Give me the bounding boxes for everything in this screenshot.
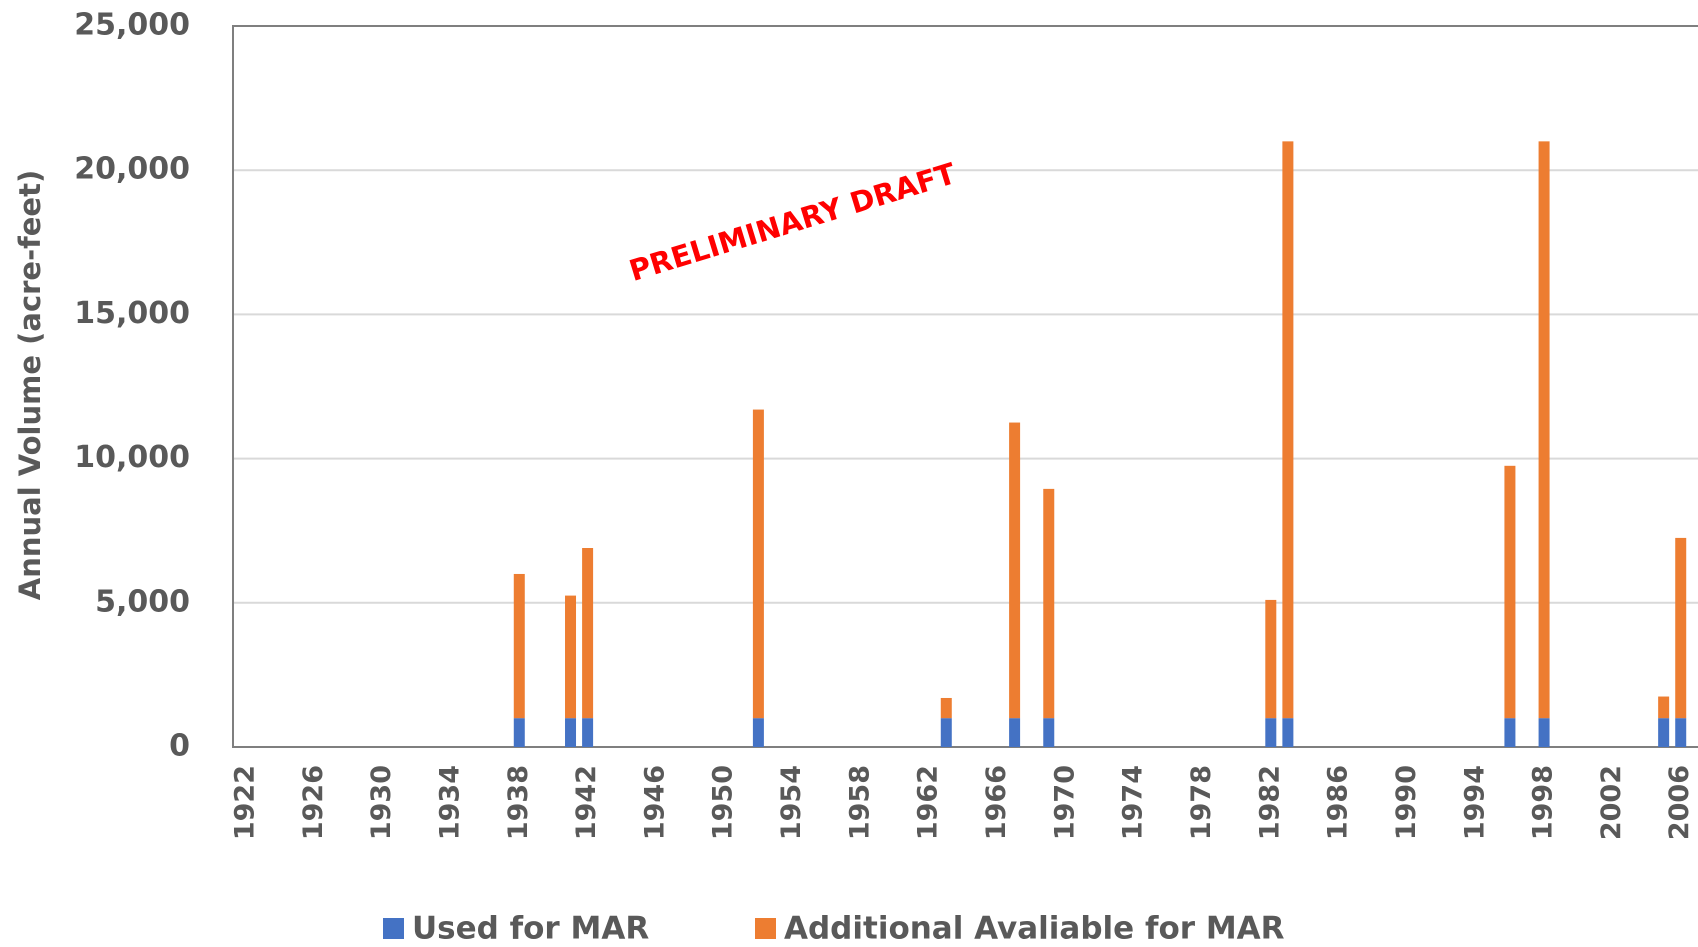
legend-label: Used for MAR xyxy=(412,911,649,947)
bar-segment xyxy=(752,718,764,747)
bar-segment xyxy=(1282,718,1294,747)
bar-segment xyxy=(940,718,952,747)
x-tick-label: 1950 xyxy=(708,765,739,840)
x-tick-label: 1990 xyxy=(1391,765,1422,840)
bar-segment xyxy=(752,409,764,719)
x-tick-label: 1962 xyxy=(913,765,944,840)
bar-segment xyxy=(1282,141,1294,719)
bar-segment xyxy=(1538,718,1550,747)
bar-segment xyxy=(1009,718,1021,747)
y-tick-label: 5,000 xyxy=(95,584,190,619)
bar-segment xyxy=(513,573,525,719)
x-tick-label: 1974 xyxy=(1118,765,1149,840)
y-tick-label: 0 xyxy=(169,729,190,764)
x-tick-label: 1938 xyxy=(503,765,534,840)
bar-segment xyxy=(1043,718,1055,747)
x-tick-label: 1966 xyxy=(981,765,1012,840)
x-tick-label: 1954 xyxy=(776,765,807,840)
x-tick-label: 1946 xyxy=(639,765,670,840)
x-tick-label: 2002 xyxy=(1596,765,1627,840)
bar-segment xyxy=(1658,718,1670,747)
x-tick-label: 1994 xyxy=(1459,765,1490,840)
legend-swatch xyxy=(755,918,776,939)
x-tick-label: 1922 xyxy=(230,765,261,840)
bar-segment xyxy=(1675,718,1687,747)
y-tick-label: 20,000 xyxy=(74,152,190,187)
bar-segment xyxy=(582,718,594,747)
bar-segment xyxy=(1658,696,1670,719)
bar-segment xyxy=(1675,537,1687,719)
plot-border xyxy=(232,25,1698,748)
bar-segment xyxy=(1504,465,1516,719)
bar-segment xyxy=(513,718,525,747)
x-tick-label: 1958 xyxy=(844,765,875,840)
y-axis-title: Annual Volume (acre-feet) xyxy=(13,170,47,600)
bar-segment xyxy=(582,548,594,719)
x-tick-label: 1934 xyxy=(434,765,465,840)
bar-segment xyxy=(1504,718,1516,747)
x-tick-label: 1978 xyxy=(1186,765,1217,840)
bar-segment xyxy=(565,595,577,719)
y-tick-label: 25,000 xyxy=(74,8,190,43)
y-tick-label: 10,000 xyxy=(74,440,190,475)
legend-swatch xyxy=(383,918,404,939)
x-tick-label: 1926 xyxy=(298,765,329,840)
y-tick-label: 15,000 xyxy=(74,296,190,331)
bar-segment xyxy=(940,697,952,719)
legend-label: Additional Avaliable for MAR xyxy=(784,911,1285,947)
x-tick-label: 1930 xyxy=(366,765,397,840)
watermark: PRELIMINARY DRAFT xyxy=(625,156,960,288)
bar-segment xyxy=(565,718,577,747)
x-tick-label: 1986 xyxy=(1323,765,1354,840)
x-tick-label: 1942 xyxy=(571,765,602,840)
x-tick-label: 2006 xyxy=(1664,765,1695,840)
bar-segment xyxy=(1009,422,1021,719)
bar-segment xyxy=(1265,718,1277,747)
bar-segment xyxy=(1265,599,1277,719)
bar-segment xyxy=(1043,488,1055,719)
x-tick-label: 1970 xyxy=(1049,765,1080,840)
bar-segment xyxy=(1538,141,1550,719)
x-tick-label: 1998 xyxy=(1528,765,1559,840)
x-tick-label: 1982 xyxy=(1254,765,1285,840)
